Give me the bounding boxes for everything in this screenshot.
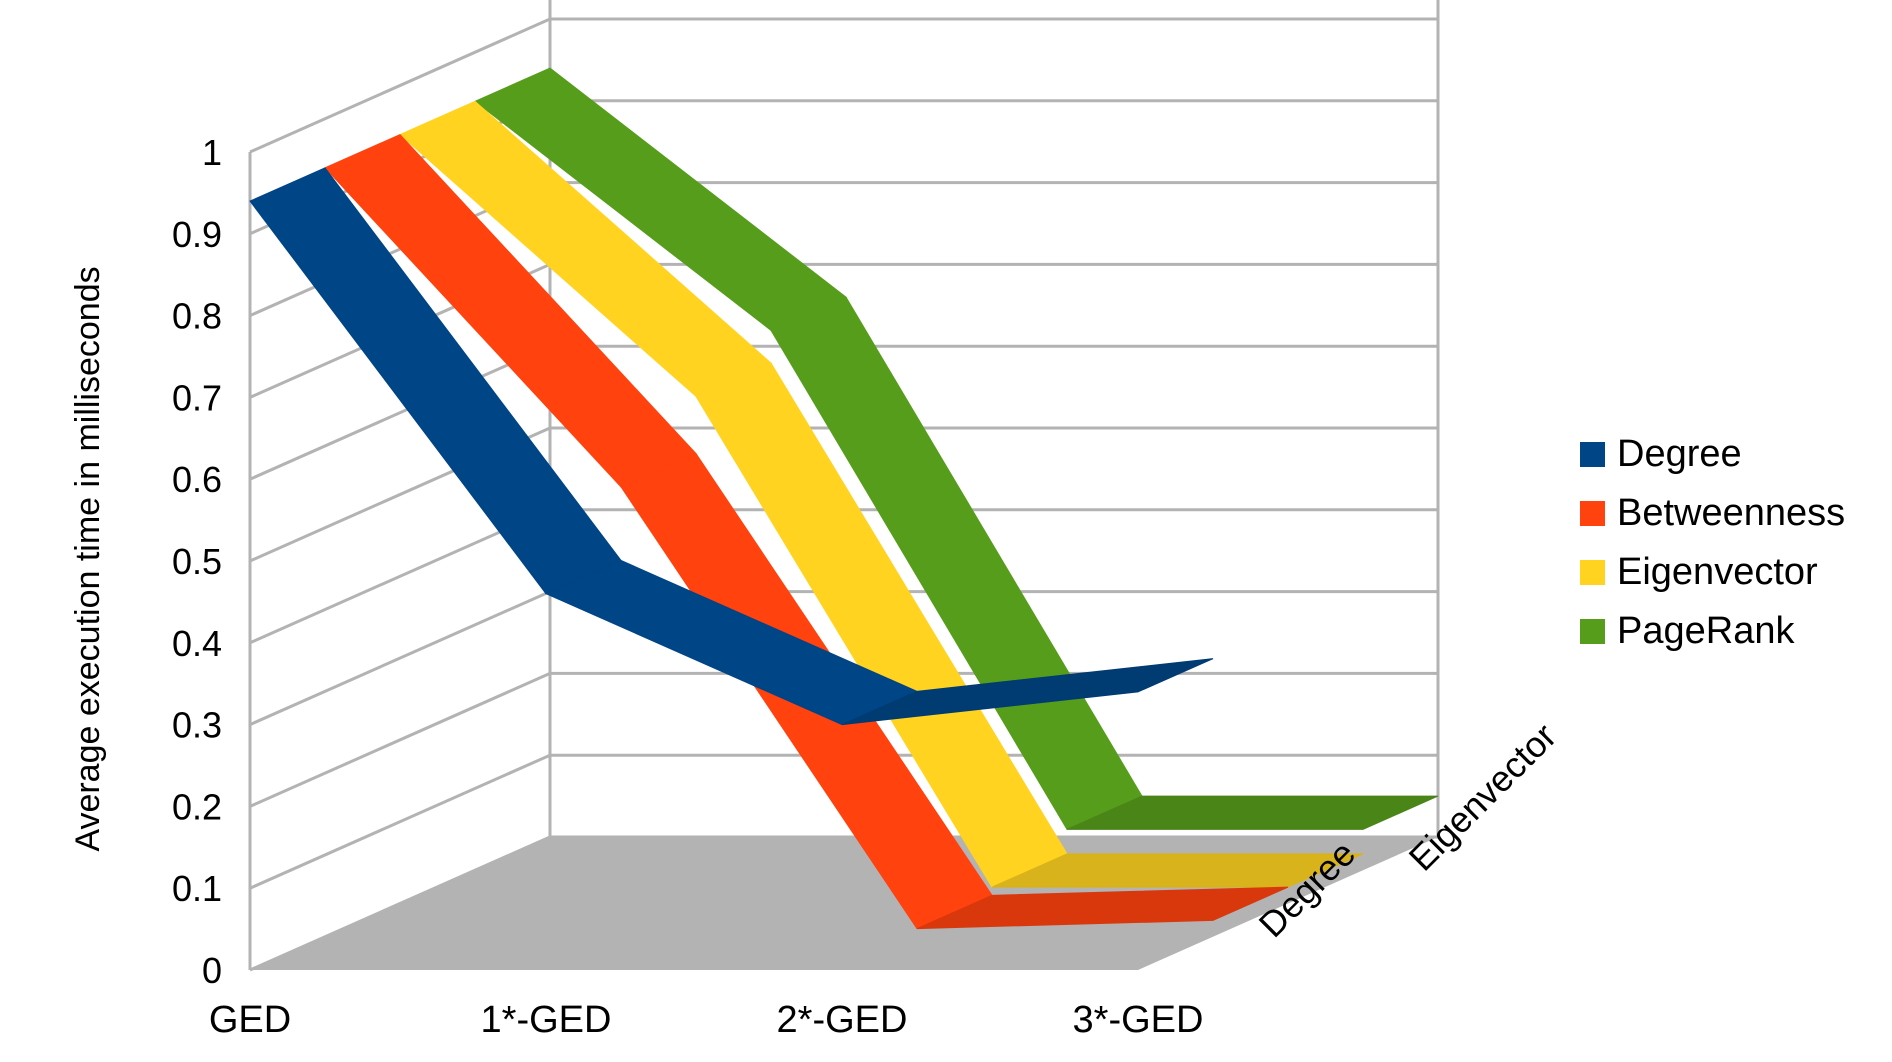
y-tick-label: 0.2 [172,786,222,827]
x-tick-label: GED [209,999,291,1041]
y-tick-label: 0.3 [172,705,222,746]
legend-item: Eigenvector [1580,543,1845,602]
y-tick-label: 0.8 [172,296,222,337]
series-eigenvector-ribbon [399,100,1364,888]
series-degree-ribbon [249,167,1214,726]
ribbon-segment [916,886,1289,930]
y-tick-label: 0.4 [172,623,222,664]
legend-label: Betweenness [1617,492,1846,534]
legend-swatch [1580,619,1605,644]
legend-item: Betweenness [1580,484,1845,543]
y-axis-label: Average execution time in milliseconds [69,266,107,851]
y-tick-label: 0.5 [172,541,222,582]
y-tick-label: 1 [202,132,222,173]
y-tick-label: 0.1 [172,868,222,909]
y-tick-label: 0.6 [172,459,222,500]
legend-label: Eigenvector [1617,551,1818,593]
ribbon-segment [1066,795,1439,830]
ribbon-segment [991,853,1364,888]
gridline-side [249,344,551,481]
legend-item: PageRank [1580,602,1845,661]
legend-label: Degree [1617,433,1742,475]
y-tick-label: 0 [202,950,222,991]
gridline-side [249,17,551,154]
legend-label: PageRank [1617,610,1795,652]
y-tick-label: 0.9 [172,214,222,255]
gridline-side [249,835,551,972]
x-tick-label: 2*-GED [777,999,908,1041]
legend-item: Degree [1580,425,1845,484]
legend-swatch [1580,560,1605,585]
x-tick-label: 1*-GED [481,999,612,1041]
series-layer [249,67,1439,930]
gridline-side [249,590,551,726]
legend: Degree Betweenness Eigenvector PageRank [1580,425,1845,661]
back-wall [548,0,1440,839]
ribbon-segment [841,658,1214,726]
chart-walls [248,0,1440,972]
x-tick-label: 3*-GED [1073,999,1204,1041]
legend-swatch [1580,501,1605,526]
y-tick-label: 0.7 [172,377,222,418]
gridline-side [249,753,551,890]
gridline-side [249,672,551,808]
legend-swatch [1580,442,1605,467]
